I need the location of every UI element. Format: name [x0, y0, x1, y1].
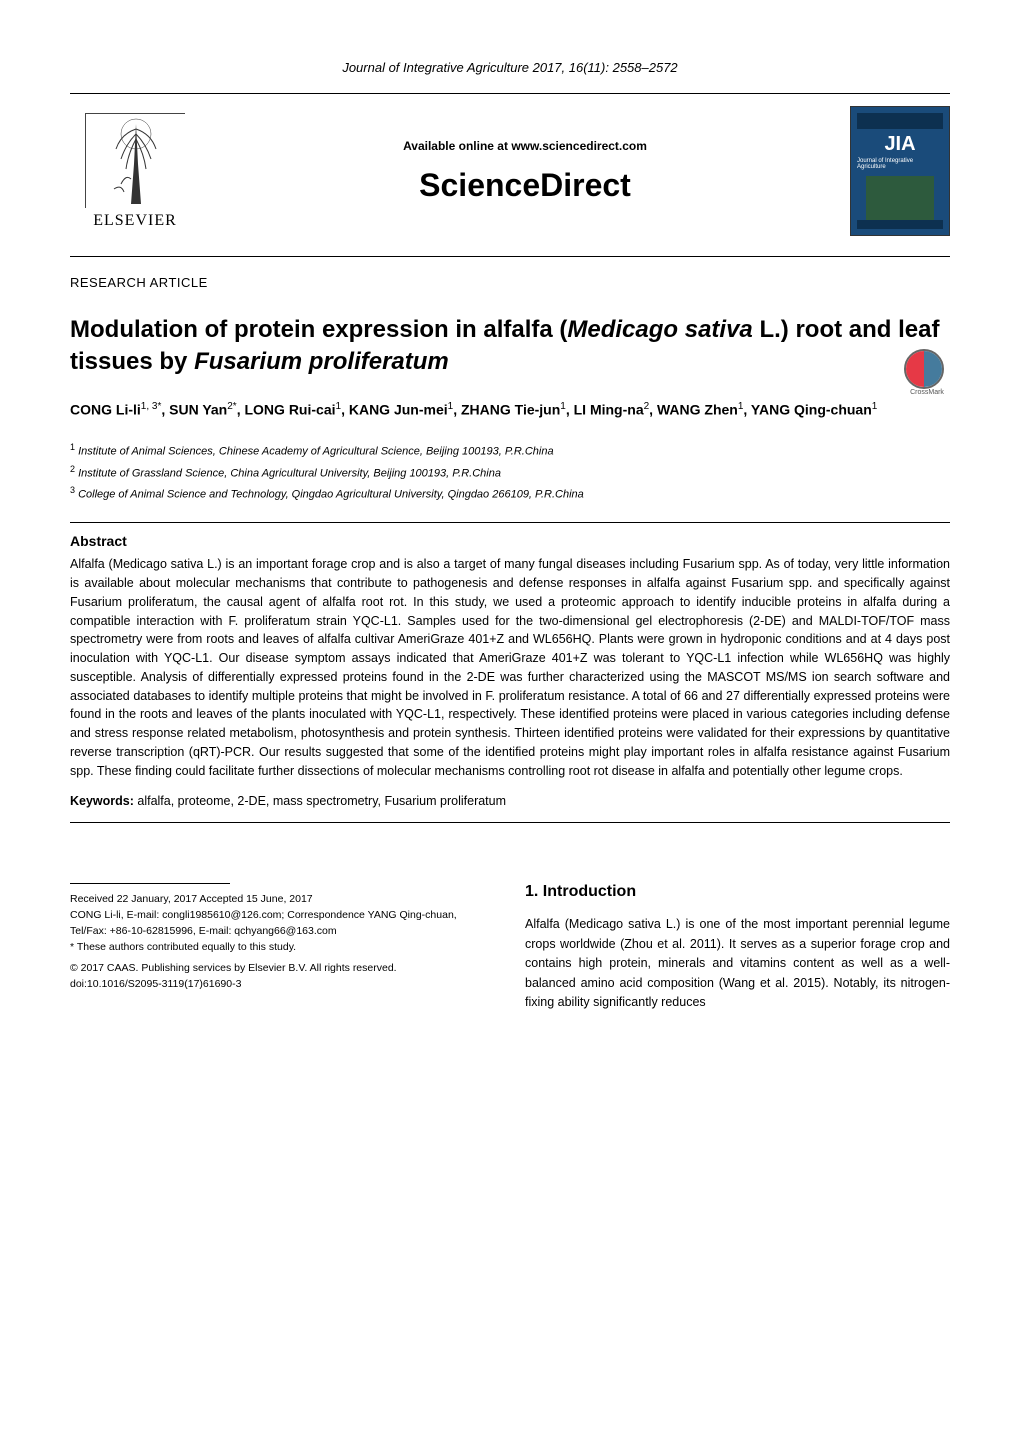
- author-2-sup: 2*: [227, 401, 236, 412]
- author-5: , ZHANG Tie-jun: [453, 401, 560, 417]
- crossmark-icon: [904, 349, 944, 389]
- doi-line: doi:10.1016/S2095-3119(17)61690-3: [70, 977, 495, 993]
- title-italic-1: Medicago sativa: [567, 316, 752, 343]
- keywords-label: Keywords:: [70, 794, 134, 808]
- introduction-body: Alfalfa (Medicago sativa L.) is one of t…: [525, 915, 950, 1012]
- author-1-sup: 1, 3*: [141, 401, 162, 412]
- title-text-1: Modulation of protein expression in alfa…: [70, 316, 567, 343]
- affiliation-2: 2 Institute of Grassland Science, China …: [70, 462, 950, 483]
- elsevier-logo: ELSEVIER: [70, 106, 200, 236]
- abstract-heading: Abstract: [70, 533, 950, 549]
- cover-bottom-bar: [857, 220, 943, 229]
- cover-subtitle: Journal of Integrative Agriculture: [857, 158, 943, 170]
- title-italic-2: Fusarium proliferatum: [194, 348, 449, 375]
- keywords-values: alfalfa, proteome, 2-DE, mass spectromet…: [134, 794, 506, 808]
- footnotes-column: Received 22 January, 2017 Accepted 15 Ju…: [70, 883, 495, 1012]
- journal-cover-thumbnail: JIA Journal of Integrative Agriculture: [850, 106, 950, 236]
- aff-1-text: Institute of Animal Sciences, Chinese Ac…: [75, 446, 554, 458]
- crossmark-label: CrossMark: [904, 389, 950, 396]
- footnote-rule: [70, 883, 230, 884]
- affiliation-1: 1 Institute of Animal Sciences, Chinese …: [70, 440, 950, 461]
- elsevier-tree-icon: [85, 113, 185, 208]
- equal-contribution: * These authors contributed equally to t…: [70, 940, 495, 956]
- abstract-bottom-divider: [70, 822, 950, 823]
- center-header: Available online at www.sciencedirect.co…: [224, 139, 826, 204]
- author-3: , LONG Rui-cai: [237, 401, 336, 417]
- keywords-line: Keywords: alfalfa, proteome, 2-DE, mass …: [70, 794, 950, 808]
- sciencedirect-logo: ScienceDirect: [224, 167, 826, 204]
- aff-3-text: College of Animal Science and Technology…: [75, 489, 584, 501]
- abstract-top-divider: [70, 522, 950, 523]
- cover-top-bar: [857, 113, 943, 129]
- correspondence: CONG Li-li, E-mail: congli1985610@126.co…: [70, 908, 495, 940]
- bottom-two-column: Received 22 January, 2017 Accepted 15 Ju…: [70, 883, 950, 1012]
- copyright-line: © 2017 CAAS. Publishing services by Else…: [70, 961, 495, 977]
- cover-jia-label: JIA: [884, 133, 915, 156]
- author-8: , YANG Qing-chuan: [743, 401, 871, 417]
- article-title: Modulation of protein expression in alfa…: [70, 314, 950, 379]
- affiliations: 1 Institute of Animal Sciences, Chinese …: [70, 440, 950, 504]
- elsevier-text: ELSEVIER: [93, 212, 177, 230]
- author-1: CONG Li-li: [70, 401, 141, 417]
- author-8-sup: 1: [872, 401, 878, 412]
- authors-line: CONG Li-li1, 3*, SUN Yan2*, LONG Rui-cai…: [70, 399, 950, 421]
- introduction-column: 1. Introduction Alfalfa (Medicago sativa…: [525, 883, 950, 1012]
- author-7: , WANG Zhen: [649, 401, 738, 417]
- available-online-text: Available online at www.sciencedirect.co…: [224, 139, 826, 153]
- author-2: , SUN Yan: [161, 401, 227, 417]
- aff-2-text: Institute of Grassland Science, China Ag…: [75, 467, 501, 479]
- cover-image: [866, 176, 935, 220]
- received-accepted: Received 22 January, 2017 Accepted 15 Ju…: [70, 892, 495, 908]
- author-6: , LI Ming-na: [566, 401, 644, 417]
- introduction-heading: 1. Introduction: [525, 883, 950, 901]
- abstract-body: Alfalfa (Medicago sativa L.) is an impor…: [70, 555, 950, 780]
- top-divider: [70, 93, 950, 94]
- article-type: RESEARCH ARTICLE: [70, 275, 950, 290]
- header-row: ELSEVIER Available online at www.science…: [70, 100, 950, 250]
- affiliation-3: 3 College of Animal Science and Technolo…: [70, 483, 950, 504]
- crossmark-badge[interactable]: CrossMark: [904, 349, 950, 395]
- header-bottom-divider: [70, 256, 950, 257]
- journal-citation: Journal of Integrative Agriculture 2017,…: [70, 60, 950, 75]
- author-4: , KANG Jun-mei: [341, 401, 448, 417]
